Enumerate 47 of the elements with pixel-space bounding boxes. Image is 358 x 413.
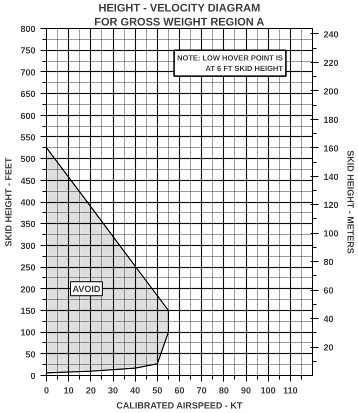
chart-subtitle: FOR GROSS WEIGHT REGION A — [94, 16, 264, 28]
x-tick-label: 20 — [86, 386, 96, 396]
y-tick-label: 100 — [20, 328, 36, 338]
y-axis-title: SKID HEIGHT - FEET — [3, 156, 14, 246]
annotation: AVOID — [72, 284, 101, 294]
y-tick-label: 0 — [30, 371, 36, 381]
y2-tick-label: 120 — [324, 200, 339, 210]
y2-tick-label: 40 — [324, 314, 334, 324]
y-tick-label: 450 — [20, 176, 36, 186]
y-tick-label: 700 — [20, 67, 36, 78]
y2-tick-label: 240 — [324, 29, 339, 40]
x-axis-title: CALIBRATED AIRSPEED - KT — [116, 400, 243, 410]
x-tick-label: 10 — [64, 386, 74, 396]
y-tick-label: 150 — [20, 306, 36, 316]
y-tick-label: 250 — [20, 262, 36, 273]
y2-tick-label: 140 — [324, 172, 339, 182]
x-tick-label: 50 — [152, 386, 162, 396]
x-tick-label: 100 — [260, 386, 276, 396]
y-tick-label: 800 — [20, 24, 36, 34]
y-tick-label: 200 — [20, 284, 36, 294]
y2-tick-label: 200 — [324, 86, 339, 96]
y2-axis-title: SKID HEIGHT - METERS — [346, 150, 356, 254]
y2-tick-label: 20 — [324, 342, 334, 353]
y-tick-label: 500 — [20, 154, 36, 164]
y-tick-label: 300 — [20, 240, 36, 251]
y-tick-label: 750 — [20, 46, 36, 56]
chart-title: HEIGHT - VELOCITY DIAGRAM — [98, 2, 260, 14]
y-tick-label: 400 — [20, 198, 36, 208]
y2-tick-label: 100 — [324, 228, 339, 239]
y-tick-label: 650 — [20, 89, 36, 100]
y2-tick-label: 220 — [324, 58, 339, 68]
y-tick-label: 350 — [20, 219, 36, 230]
y2-tick-label: 60 — [324, 286, 334, 296]
x-tick-label: 0 — [44, 386, 50, 396]
x-tick-label: 60 — [174, 386, 185, 396]
y2-tick-label: 180 — [324, 114, 339, 125]
y2-tick-label: 160 — [324, 143, 339, 154]
y-tick-label: 50 — [25, 349, 36, 360]
x-tick-label: 30 — [108, 386, 118, 396]
y-tick-label: 550 — [20, 132, 36, 142]
x-tick-label: 110 — [283, 386, 298, 396]
x-tick-label: 90 — [240, 386, 252, 396]
x-tick-label: 70 — [196, 386, 207, 396]
y-tick-label: 600 — [20, 110, 36, 121]
y2-tick-label: 80 — [324, 257, 334, 268]
x-tick-label: 80 — [218, 386, 229, 396]
x-tick-label: 40 — [130, 386, 140, 396]
